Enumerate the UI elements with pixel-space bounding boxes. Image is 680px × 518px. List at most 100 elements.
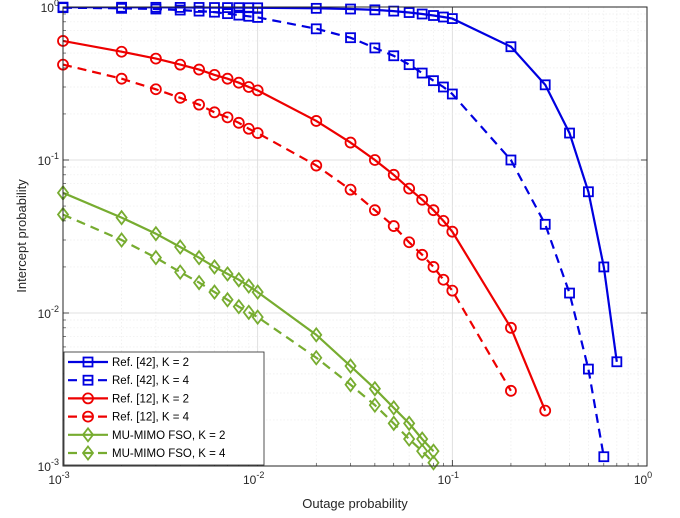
data-point: [174, 4, 186, 16]
data-point: [251, 84, 264, 97]
data-point: [598, 261, 610, 273]
data-point: [310, 349, 323, 366]
data-point: [233, 2, 245, 14]
data-point: [505, 321, 517, 334]
y-tick-base: 10: [38, 307, 52, 321]
y-tick-label: 100: [41, 0, 59, 15]
x-tick-exponent: -2: [256, 470, 264, 480]
data-point: [251, 127, 264, 139]
data-point: [403, 182, 416, 195]
y-tick-label: 10-1: [38, 151, 59, 168]
data-point: [251, 309, 264, 326]
y-tick-exponent: -2: [51, 304, 59, 314]
data-point: [149, 52, 162, 65]
data-point: [505, 154, 517, 166]
data-point: [416, 248, 429, 261]
data-point: [438, 81, 449, 93]
data-point: [310, 23, 322, 35]
data-point: [505, 41, 517, 53]
x-tick-label: 10-1: [438, 470, 459, 487]
data-point: [208, 68, 221, 81]
data-point: [208, 106, 221, 119]
data-point: [115, 45, 128, 58]
data-point: [564, 287, 575, 299]
x-tick-label: 10-3: [48, 470, 69, 487]
legend-marker: [82, 392, 94, 405]
data-point: [403, 7, 415, 18]
data-point: [242, 304, 255, 321]
data-point: [149, 83, 162, 96]
data-point: [427, 204, 440, 217]
data-point: [416, 443, 429, 460]
data-point: [232, 271, 245, 288]
data-point: [345, 3, 356, 15]
legend-marker: [81, 445, 95, 461]
x-tick-label: 100: [634, 470, 652, 487]
data-point: [387, 220, 400, 232]
data-point: [416, 67, 428, 79]
data-point: [208, 258, 221, 275]
data-point: [222, 2, 233, 14]
data-point: [403, 59, 415, 71]
data-point: [115, 209, 128, 226]
data-point: [598, 451, 610, 463]
data-point: [505, 384, 517, 397]
x-tick-exponent: -3: [62, 470, 70, 480]
x-tick-base: 10: [243, 473, 257, 487]
y-tick-base: 10: [41, 1, 55, 15]
x-tick-exponent: -1: [451, 470, 459, 480]
data-point: [368, 380, 382, 397]
data-point: [193, 63, 205, 76]
data-point: [251, 284, 264, 301]
data-point: [115, 232, 128, 248]
data-point: [345, 32, 356, 44]
data-point: [582, 363, 594, 375]
data-point: [387, 415, 400, 432]
data-point: [174, 91, 187, 104]
data-point: [193, 98, 205, 111]
series-line-4: [63, 63, 512, 392]
data-point: [310, 2, 322, 14]
data-point: [446, 284, 459, 297]
y-tick-label: 10-2: [38, 304, 59, 321]
data-point: [344, 136, 357, 149]
data-point: [564, 127, 575, 139]
series-line-2: [63, 7, 605, 457]
x-tick-base: 10: [438, 473, 452, 487]
data-point: [232, 76, 245, 89]
data-point: [233, 9, 245, 21]
legend-marker: [82, 356, 94, 368]
y-tick-base: 10: [38, 460, 52, 474]
data-point: [437, 214, 450, 227]
data-point: [446, 13, 458, 24]
legend-label: MU-MIMO FSO, K = 2: [112, 430, 225, 442]
data-point: [310, 159, 323, 172]
data-point: [232, 298, 245, 315]
data-point: [149, 225, 163, 242]
data-point: [149, 249, 163, 266]
data-point: [446, 225, 459, 238]
data-point: [427, 454, 440, 471]
legend-entry: MU-MIMO FSO, K = 2: [68, 426, 225, 443]
data-point: [174, 58, 187, 71]
data-point: [115, 72, 128, 85]
legend-entry: Ref. [42], K = 2: [68, 356, 189, 369]
data-point: [539, 79, 551, 91]
data-point: [388, 50, 400, 62]
y-tick-exponent: -1: [51, 151, 59, 161]
axis-ticks: [62, 7, 647, 467]
x-tick-label: 10-2: [243, 470, 264, 487]
legend-box: [63, 351, 265, 466]
legend: Ref. [42], K = 2 Ref. [42], K = 4 Ref. [12…: [63, 351, 265, 466]
y-tick-exponent: 0: [54, 0, 59, 8]
legend-entry: Ref. [12], K = 4: [68, 410, 190, 424]
data-point: [403, 236, 416, 249]
data-point: [368, 154, 381, 166]
data-point: [368, 204, 381, 217]
data-point: [192, 249, 206, 266]
data-point: [221, 265, 234, 282]
data-point: [192, 274, 206, 291]
data-point: [221, 111, 234, 124]
